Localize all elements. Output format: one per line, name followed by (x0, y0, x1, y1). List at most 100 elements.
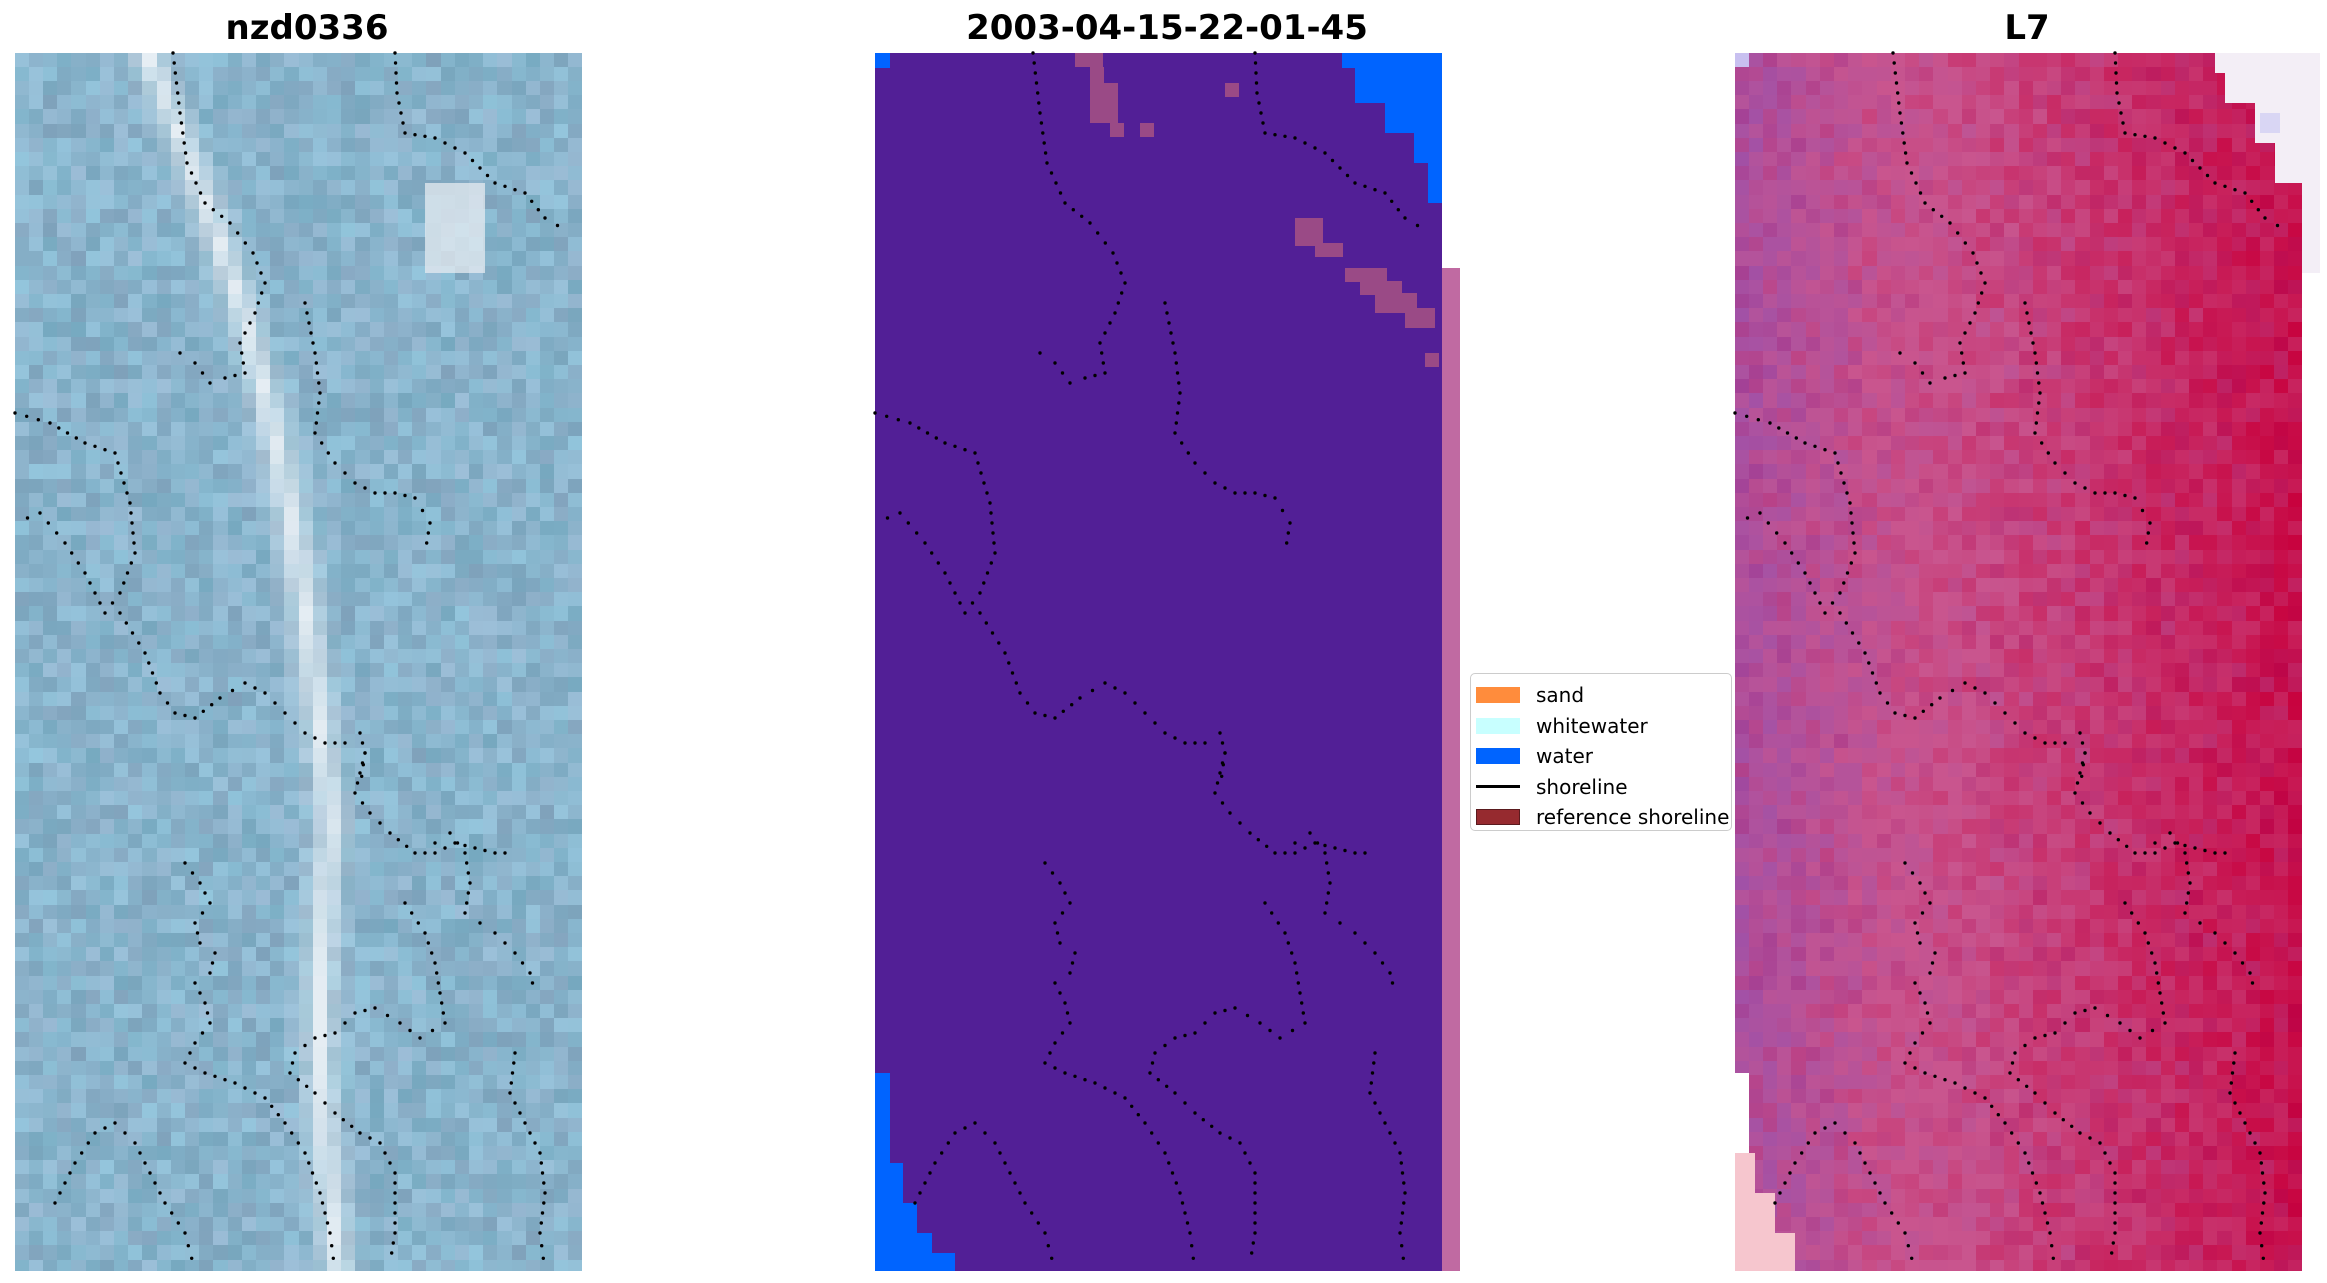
shoreline-dot (963, 448, 967, 452)
shoreline-dot (934, 436, 938, 440)
shoreline-dot (93, 591, 97, 595)
shoreline-dot (318, 391, 322, 395)
shoreline-dot (1253, 61, 1258, 65)
shoreline-dot (1039, 121, 1044, 125)
shoreline-dot (2253, 1141, 2257, 1145)
shoreline-dot (885, 414, 889, 418)
shoreline-dot (1068, 381, 1072, 385)
shoreline-dot (443, 846, 447, 850)
shoreline-dot (1218, 771, 1222, 775)
shoreline-dot (1221, 763, 1225, 767)
shoreline-dot (1113, 311, 1117, 315)
shoreline-dot (510, 1071, 515, 1075)
shoreline-dot (2023, 731, 2027, 735)
shoreline-dot (1963, 1086, 1967, 1090)
shoreline-dot (183, 861, 187, 865)
shoreline-dot (1065, 1011, 1070, 1015)
shoreline-dot (440, 1001, 444, 1005)
shoreline-dot (1177, 381, 1181, 385)
shoreline-dot (1975, 261, 1979, 265)
shoreline-dot (393, 1171, 397, 1175)
shoreline-dot (1163, 731, 1167, 735)
shoreline-dot (360, 774, 364, 778)
shoreline-dot (88, 581, 92, 585)
shoreline-dot (2125, 844, 2129, 848)
shoreline-dot (539, 1221, 543, 1225)
shoreline-dot (1415, 223, 1420, 228)
shoreline-dot (1756, 418, 1760, 422)
shoreline-dot (1008, 1171, 1012, 1175)
shoreline-dot (2063, 471, 2067, 475)
shoreline-dot (360, 741, 365, 745)
shoreline-dot (493, 851, 497, 855)
shoreline-dot (1123, 1096, 1127, 1100)
shoreline-dot (1165, 1084, 1169, 1089)
shoreline-dot (1850, 521, 1854, 525)
shoreline-dot (283, 711, 287, 715)
shoreline-dot (1251, 1241, 1255, 1245)
shoreline-dot (1173, 1036, 1177, 1040)
shoreline-dot (2243, 191, 2247, 195)
shoreline-dot (963, 611, 967, 615)
shoreline-dot (493, 931, 497, 935)
shoreline-dot (1068, 901, 1072, 905)
shoreline-dot (46, 521, 50, 525)
shoreline-dot (1373, 188, 1377, 192)
shoreline-dot (1023, 1201, 1027, 1205)
shoreline-dot (325, 1221, 330, 1225)
shoreline-dot (1053, 716, 1057, 720)
shoreline-dot (2114, 81, 2119, 85)
shoreline-dot (1896, 1221, 1900, 1225)
water-swatch (1476, 748, 1520, 765)
shoreline-dot (2248, 1131, 2252, 1135)
shoreline-dot (428, 521, 432, 525)
shoreline-dot (113, 1121, 117, 1125)
shoreline-dot (2143, 931, 2147, 935)
shoreline-dot (2161, 1011, 2165, 1015)
legend-item-shoreline: shoreline (1471, 772, 1731, 803)
shoreline-dot (441, 1011, 445, 1015)
shoreline-dot (2051, 1256, 2055, 1261)
legend-label: reference shoreline (1536, 805, 1730, 830)
shoreline-dot (1380, 961, 1385, 965)
shoreline-dot (317, 401, 321, 405)
shoreline-dot (223, 376, 227, 380)
shoreline-dot (1053, 921, 1057, 925)
shoreline-dot (1918, 881, 1922, 885)
shoreline-overlay-index (1733, 51, 2280, 1261)
shoreline-dot (2263, 216, 2267, 220)
shoreline-dot (2083, 751, 2087, 755)
shoreline-dot (238, 341, 242, 345)
shoreline-dot (1253, 1171, 1257, 1175)
shoreline-dot (2259, 1161, 2263, 1165)
shoreline-dot (978, 611, 982, 615)
shoreline-dot (1401, 1256, 1405, 1261)
shoreline-dot (2136, 921, 2140, 925)
shoreline-dot (2010, 1131, 2014, 1135)
shoreline-dot (1920, 371, 1925, 375)
shoreline-dot (2150, 951, 2154, 955)
shoreline-dot (1849, 511, 1853, 515)
shoreline-dot (323, 1033, 327, 1038)
shoreline-dot (353, 1011, 357, 1015)
shoreline-dot (333, 1111, 337, 1115)
shoreline-dot (1892, 61, 1896, 65)
shoreline-dot (2143, 851, 2147, 855)
shoreline-dot (1063, 1071, 1067, 1075)
shoreline-dot (1034, 81, 1039, 85)
shoreline-dot (1143, 711, 1147, 715)
shoreline-dot (1330, 158, 1335, 163)
shoreline-dot (1838, 591, 1842, 595)
shoreline-dot (1373, 951, 1377, 955)
shoreline-dot (2190, 158, 2195, 163)
shoreline-dot (1060, 371, 1065, 375)
shoreline-dot (53, 1201, 57, 1205)
shoreline-dot (1243, 1151, 1247, 1155)
shoreline-dot (2243, 1121, 2247, 1125)
shoreline-dot (420, 508, 425, 513)
shoreline-dot (2123, 901, 2127, 905)
shoreline-dot (1803, 571, 1807, 575)
shoreline-dot (2138, 1036, 2142, 1040)
shoreline-dot (1783, 541, 1787, 545)
shoreline-dot (953, 1131, 957, 1135)
